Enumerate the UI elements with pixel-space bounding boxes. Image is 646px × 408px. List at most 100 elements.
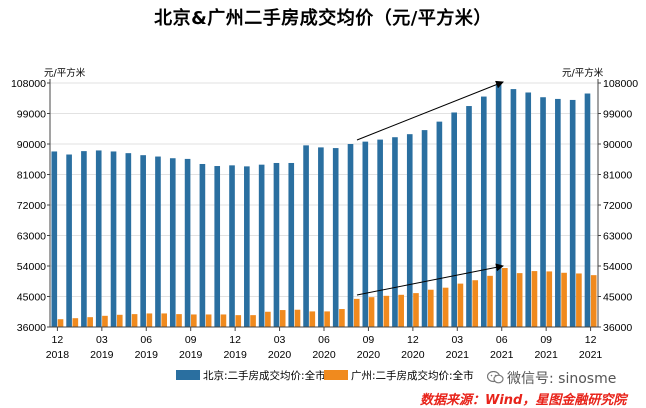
bar-guangzhou [161,313,168,327]
x-tick-year: 2019 [135,349,159,361]
bar-guangzhou [250,315,256,327]
y-axis-right: 108000 99000 90000 81000 72000 63000 54000 4500… [598,78,638,334]
x-tick-year: 2021 [579,349,603,361]
chart-title: 北京&广州二手房成交均价（元/平方米） [154,8,492,29]
bar-beijing [199,163,206,327]
bar-guangzhou [427,289,434,327]
bar-beijing [81,151,87,327]
bar-beijing [525,92,532,328]
bar-beijing [540,97,546,327]
bar-guangzhou [116,314,123,327]
x-tick-year: 2019 [90,349,114,361]
bar-guangzhou [368,297,375,327]
x-tick-month: 09 [185,334,197,346]
bar-guangzhou [502,268,508,327]
bars [51,84,597,328]
bar-guangzhou [561,272,567,327]
x-tick-year: 2019 [223,349,247,361]
wechat-icon [487,371,504,384]
y-tick-label-right: 90000 [603,139,632,151]
bar-guangzhou [57,319,64,327]
bar-guangzhou [205,314,212,327]
y-tick-label-right: 54000 [603,261,632,273]
bar-beijing [318,147,324,327]
bar-beijing [288,162,295,327]
bar-beijing [421,130,428,327]
bar-guangzhou [176,314,182,327]
bar-beijing [110,151,117,327]
bar-beijing [125,153,132,327]
bar-guangzhou [472,280,479,327]
bar-beijing [51,151,58,327]
bar-guangzhou [531,271,538,327]
trend-arrow-guangzhou [356,263,504,296]
x-tick-month: 03 [274,334,286,346]
x-tick-month: 06 [496,334,508,346]
x-tick-year: 2021 [490,349,514,361]
bar-guangzhou [131,314,138,327]
y-tick-label-left: 99000 [17,109,46,121]
x-tick-month: 09 [540,334,552,346]
x-tick-month: 09 [363,334,375,346]
bar-beijing [214,166,221,327]
y-tick-label-left: 81000 [17,170,46,182]
x-tick-year: 2021 [446,349,470,361]
bar-guangzhou [516,273,523,327]
bar-guangzhou [265,311,271,327]
x-axis: 12 2018 03 2019 06 2019 09 2019 12 2019 03 2020 06 20… [46,327,603,361]
bar-beijing [480,96,487,327]
bar-beijing [584,93,591,327]
trend-arrow-beijing [356,80,504,141]
bar-beijing [392,137,398,327]
bar-guangzhou [339,309,345,327]
bar-guangzhou [383,295,390,327]
bar-beijing [155,156,161,327]
x-tick-month: 03 [96,334,108,346]
bar-beijing [347,144,354,327]
bar-guangzhou [235,315,242,327]
bar-beijing [406,134,413,327]
y-tick-label-right: 81000 [603,170,632,182]
legend: 北京:二手房成交均价:全市 广州:二手房成交均价:全市 [176,369,474,382]
bar-guangzhou [353,298,360,327]
y-tick-label-right: 36000 [603,322,632,334]
bar-beijing [436,121,443,327]
x-tick-year: 2020 [401,349,425,361]
y-tick-label-left: 54000 [17,261,46,273]
y-tick-label-left: 72000 [17,200,46,212]
x-tick-month: 12 [229,334,241,346]
bar-beijing [569,99,576,327]
bar-guangzhou [102,315,108,327]
source-note: 数据来源：Wind，星图金融研究院 [420,393,627,408]
y-tick-label-right: 63000 [603,231,632,243]
bar-guangzhou [398,294,404,327]
y-axis-left: 108000 99000 90000 81000 72000 63000 54000 4500… [11,78,50,334]
bar-beijing [169,158,176,327]
bar-beijing [332,148,339,327]
bar-guangzhou [309,311,316,327]
y-unit-left: 元/平方米 [44,67,86,79]
bar-beijing [377,139,383,327]
bar-beijing [510,89,517,327]
legend-swatch-guangzhou [324,370,348,380]
bar-guangzhou [487,275,493,327]
x-tick-year: 2020 [268,349,292,361]
y-tick-label-right: 99000 [603,109,632,121]
x-tick-year: 2021 [534,349,558,361]
bar-beijing [451,112,457,327]
y-tick-label-left: 45000 [17,292,46,304]
trend-arrows [356,80,504,296]
bar-beijing [303,145,309,327]
legend-label-beijing: 北京:二手房成交均价:全市 [203,369,326,382]
x-tick-month: 06 [318,334,330,346]
bar-guangzhou [72,318,79,327]
bar-beijing [95,150,102,327]
x-tick-month: 12 [585,334,597,346]
x-tick-month: 03 [451,334,463,346]
bar-beijing [273,162,280,327]
x-tick-year: 2020 [357,349,381,361]
bar-beijing [362,141,369,327]
y-tick-label-left: 90000 [17,139,46,151]
bar-beijing [258,164,265,327]
